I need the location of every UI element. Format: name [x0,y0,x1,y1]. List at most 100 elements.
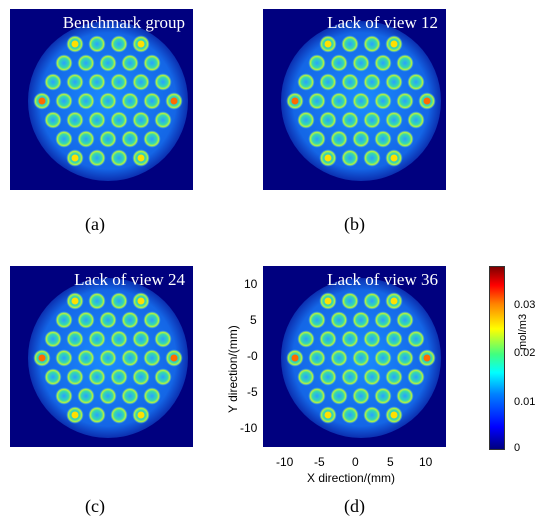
hotspot [137,154,145,162]
concentration-cell [363,111,381,129]
concentration-cell [88,149,106,167]
concentration-cell [154,368,172,386]
concentration-cell [374,311,392,329]
concentration-cell [121,54,139,72]
concentration-cell [396,92,414,110]
hotspot [423,97,431,105]
concentration-cell [407,73,425,91]
heatmap-panel-b: Lack of view 12 [263,9,446,190]
concentration-cell [99,311,117,329]
x-axis-title: X direction/(mm) [307,471,396,485]
hotspot [170,97,178,105]
concentration-cell [110,73,128,91]
hotspot [324,297,332,305]
concentration-cell [154,330,172,348]
concentration-cell [132,330,150,348]
x-tick-label: -5 [314,455,325,469]
concentration-cell [363,368,381,386]
concentration-cell [88,368,106,386]
caption-c: (c) [85,496,105,516]
concentration-cell [55,349,73,367]
concentration-cell [352,349,370,367]
concentration-cell [363,73,381,91]
hotspot [38,97,46,105]
heatmap-image-d [281,278,441,438]
concentration-cell [154,111,172,129]
hotspot [291,354,299,362]
concentration-cell [132,368,150,386]
concentration-cell [341,368,359,386]
concentration-cell [121,349,139,367]
concentration-cell [308,349,326,367]
concentration-cell [319,330,337,348]
concentration-cell [110,368,128,386]
hotspot [137,40,145,48]
concentration-cell [330,349,348,367]
concentration-cell [77,54,95,72]
concentration-cell [363,35,381,53]
concentration-cell [88,330,106,348]
concentration-cell [374,387,392,405]
y-axis-title: Y direction/(mm) [226,325,240,413]
concentration-cell [297,330,315,348]
concentration-cell [385,368,403,386]
concentration-cell [110,330,128,348]
concentration-cell [143,130,161,148]
concentration-cell [143,387,161,405]
hotspot [71,40,79,48]
concentration-cell [396,311,414,329]
hotspot [390,411,398,419]
concentration-cell [77,387,95,405]
concentration-cell [374,349,392,367]
colorbar [489,266,505,450]
x-tick-label: 10 [419,455,433,469]
hotspot [423,354,431,362]
panel-title-c: Lack of view 24 [74,270,185,289]
concentration-cell [132,73,150,91]
hotspot [71,154,79,162]
hotspot [390,40,398,48]
concentration-cell [110,149,128,167]
concentration-cell [77,130,95,148]
concentration-cell [88,73,106,91]
concentration-cell [44,330,62,348]
concentration-cell [110,406,128,424]
panel-title-a: Benchmark group [62,13,185,32]
concentration-cell [308,387,326,405]
concentration-cell [374,130,392,148]
colorbar-unit-label: mol/m3 [517,313,529,350]
concentration-cell [341,330,359,348]
concentration-cell [330,54,348,72]
hotspot [71,297,79,305]
concentration-cell [121,130,139,148]
concentration-cell [341,149,359,167]
concentration-cell [55,54,73,72]
concentration-cell [407,368,425,386]
heatmap-panel-a: Benchmark group [10,9,193,190]
concentration-cell [396,349,414,367]
concentration-cell [319,368,337,386]
concentration-cell [330,311,348,329]
concentration-cell [88,111,106,129]
concentration-cell [319,111,337,129]
heatmap-image-a [28,21,188,181]
concentration-cell [132,111,150,129]
concentration-cell [297,73,315,91]
concentration-cell [396,54,414,72]
concentration-cell [121,311,139,329]
hotspot [137,411,145,419]
concentration-cell [341,406,359,424]
concentration-cell [99,349,117,367]
concentration-cell [341,292,359,310]
concentration-cell [110,292,128,310]
concentration-cell [319,73,337,91]
hotspot [390,297,398,305]
concentration-cell [88,35,106,53]
concentration-cell [66,368,84,386]
concentration-cell [77,311,95,329]
hotspot [390,154,398,162]
heatmap-panel-d: Lack of view 36 [263,266,446,447]
concentration-cell [363,292,381,310]
panel-title-b: Lack of view 12 [327,13,438,32]
concentration-cell [99,130,117,148]
